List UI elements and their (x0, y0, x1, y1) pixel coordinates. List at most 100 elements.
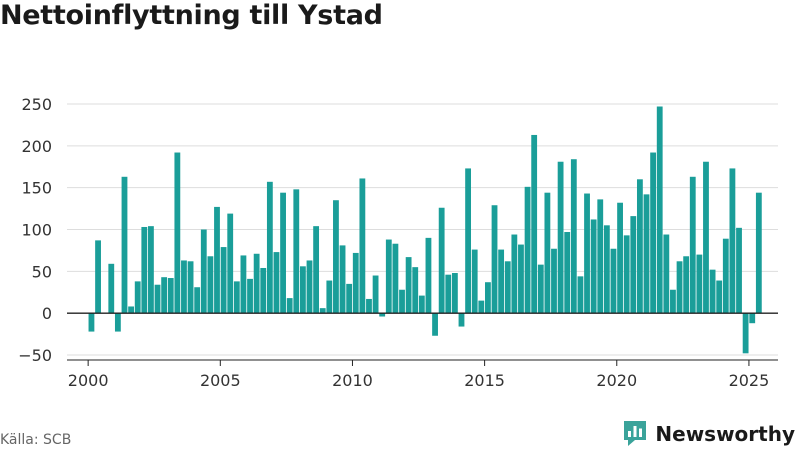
bar (683, 256, 690, 314)
x-tick-label: 2010 (332, 371, 373, 390)
bar (425, 237, 432, 314)
bar (716, 280, 723, 314)
bar (584, 193, 590, 314)
bar (128, 306, 135, 314)
bar (709, 269, 716, 314)
bars (88, 106, 762, 354)
bar (88, 313, 95, 332)
bar (570, 159, 577, 314)
bar (366, 298, 372, 314)
bar (266, 181, 273, 314)
bar (491, 205, 498, 314)
bar (286, 298, 293, 314)
bar (247, 278, 253, 314)
bar (273, 252, 280, 314)
bar (518, 244, 524, 314)
bar (451, 273, 458, 314)
source-note: Källa: SCB (0, 432, 72, 448)
bar (240, 255, 247, 314)
bar (399, 289, 405, 314)
bar (121, 176, 128, 314)
bar (465, 168, 472, 314)
bar (603, 225, 610, 314)
bar (319, 308, 326, 314)
bar (445, 274, 452, 314)
chart-title: Nettoinflyttning till Ystad (0, 0, 383, 31)
bar (524, 186, 531, 314)
bar (95, 240, 101, 314)
bar (108, 263, 115, 314)
bar (372, 275, 379, 314)
bar (141, 226, 148, 314)
bar (306, 260, 313, 314)
axes: −50 0 50 100 150 200 250 2000 2005 2010 2015 2020 20… (18, 95, 778, 390)
bar (432, 313, 438, 336)
bar (676, 261, 683, 314)
bar (471, 249, 478, 314)
bar (597, 199, 604, 314)
bar (293, 189, 300, 314)
y-tick-label: 100 (21, 221, 52, 240)
bar (458, 313, 465, 327)
bar (392, 243, 399, 314)
bar (557, 161, 564, 314)
bar (114, 313, 121, 332)
brand-name: Newsworthy (655, 421, 795, 446)
bar (220, 247, 227, 314)
x-tick-label: 2000 (68, 371, 109, 390)
bar (617, 202, 623, 314)
bar (650, 152, 657, 314)
bar (577, 276, 584, 314)
bar (359, 178, 366, 314)
bar (352, 252, 359, 314)
bar (531, 134, 538, 314)
bar (544, 192, 551, 314)
bar (227, 213, 234, 314)
bar (689, 176, 696, 314)
bar (412, 267, 419, 314)
bar (187, 261, 194, 314)
bar (379, 313, 386, 317)
x-tick-label: 2015 (464, 371, 505, 390)
bar (623, 235, 630, 314)
newsworthy-logo-icon (624, 421, 647, 446)
bar (260, 267, 267, 314)
bar (485, 282, 491, 314)
bar (194, 287, 201, 314)
bar (564, 232, 571, 314)
y-tick-label: 250 (21, 95, 52, 114)
bar (181, 260, 187, 314)
bar (742, 313, 749, 354)
y-tick-label: −50 (18, 346, 52, 365)
bar (418, 295, 425, 314)
brand-logo[interactable]: Newsworthy (623, 420, 795, 447)
bar (643, 194, 650, 314)
x-tick-label: 2020 (596, 371, 637, 390)
bar (333, 200, 339, 314)
y-tick-label: 50 (32, 262, 52, 281)
bar (498, 249, 505, 314)
y-tick-label: 150 (21, 179, 52, 198)
bar (696, 254, 703, 314)
bar (253, 253, 260, 314)
bar (174, 152, 181, 314)
bar (299, 266, 306, 314)
bar (478, 300, 485, 314)
bar (148, 226, 154, 314)
bar (313, 226, 320, 314)
bar (703, 161, 709, 314)
bar (200, 229, 207, 314)
bar (729, 168, 736, 314)
bar (280, 192, 286, 314)
bar (161, 277, 168, 314)
bar (167, 278, 174, 314)
bar (405, 257, 412, 314)
y-tick-label: 200 (21, 137, 52, 156)
bar (636, 179, 643, 314)
bar (630, 216, 637, 314)
bar (656, 106, 663, 314)
bar (755, 192, 762, 314)
bar (214, 206, 220, 314)
bar (736, 227, 742, 314)
